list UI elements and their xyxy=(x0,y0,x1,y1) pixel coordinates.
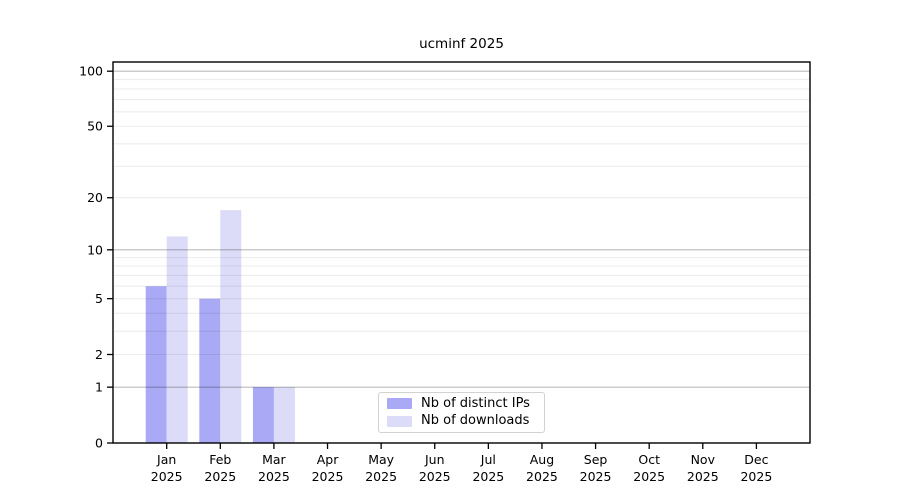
x-tick-label-month-dec: Dec xyxy=(744,452,768,467)
x-tick-label-year-oct: 2025 xyxy=(633,469,665,484)
legend-swatch-downloads xyxy=(387,415,412,427)
bar-downloads-feb xyxy=(220,210,242,443)
y-tick-label-10: 10 xyxy=(87,242,103,257)
x-tick-label-month-may: May xyxy=(368,452,394,467)
legend: Nb of distinct IPs Nb of downloads xyxy=(378,392,545,433)
legend-label-downloads: Nb of downloads xyxy=(421,413,530,428)
x-tick-label-year-mar: 2025 xyxy=(258,469,290,484)
x-tick-label-month-sep: Sep xyxy=(584,452,608,467)
y-tick-label-1: 1 xyxy=(95,380,103,395)
x-tick-label-month-feb: Feb xyxy=(209,452,231,467)
x-tick-label-month-jan: Jan xyxy=(156,452,176,467)
x-tick-label-month-jul: Jul xyxy=(480,452,496,467)
x-tick-label-year-nov: 2025 xyxy=(687,469,719,484)
x-tick-label-month-aug: Aug xyxy=(530,452,554,467)
x-tick-label-year-jun: 2025 xyxy=(419,469,451,484)
legend-label-distinct-ips: Nb of distinct IPs xyxy=(421,395,530,411)
bar-distinct-ips-feb xyxy=(199,298,221,443)
x-tick-label-month-oct: Oct xyxy=(638,452,660,467)
x-tick-label-year-may: 2025 xyxy=(365,469,397,484)
legend-item-distinct-ips: Nb of distinct IPs xyxy=(387,395,536,411)
x-tick-label-month-mar: Mar xyxy=(262,452,286,467)
y-tick-label-20: 20 xyxy=(87,190,103,205)
x-tick-label-year-dec: 2025 xyxy=(740,469,772,484)
legend-item-downloads: Nb of downloads xyxy=(387,413,536,428)
x-tick-label-year-sep: 2025 xyxy=(580,469,612,484)
x-tick-label-year-feb: 2025 xyxy=(204,469,236,484)
y-tick-label-5: 5 xyxy=(95,291,103,306)
y-tick-label-50: 50 xyxy=(87,119,103,134)
bar-downloads-mar xyxy=(273,387,295,443)
x-tick-label-month-jun: Jun xyxy=(424,452,445,467)
legend-swatch-distinct-ips xyxy=(387,398,412,410)
x-tick-label-year-jan: 2025 xyxy=(151,469,183,484)
x-tick-label-month-nov: Nov xyxy=(691,452,716,467)
bar-downloads-jan xyxy=(166,236,188,443)
y-tick-label-0: 0 xyxy=(95,436,103,451)
y-tick-label-100: 100 xyxy=(79,64,103,79)
bar-distinct-ips-mar xyxy=(252,387,274,443)
x-tick-label-year-aug: 2025 xyxy=(526,469,558,484)
x-tick-label-month-apr: Apr xyxy=(317,452,339,467)
chart-title: ucminf 2025 xyxy=(419,36,504,52)
x-tick-label-year-apr: 2025 xyxy=(312,469,344,484)
x-tick-label-year-jul: 2025 xyxy=(472,469,504,484)
plot-border xyxy=(112,61,811,444)
y-tick-label-2: 2 xyxy=(95,347,103,362)
bar-distinct-ips-jan xyxy=(145,286,167,443)
